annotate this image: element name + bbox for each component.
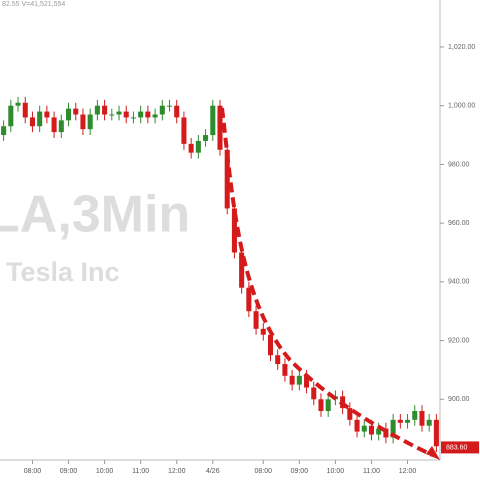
candle-body — [73, 108, 79, 115]
x-tick-label: 09:00 — [291, 468, 309, 475]
candle-body — [87, 114, 93, 130]
last-price-label: 883.60 — [446, 444, 468, 451]
candle-body — [275, 355, 281, 365]
candle-body — [94, 105, 100, 115]
candle-body — [426, 419, 432, 426]
candle-body — [347, 408, 353, 420]
candle-body — [361, 425, 367, 432]
candle-body — [397, 419, 403, 423]
candle-body — [44, 111, 50, 118]
candle-body — [188, 143, 194, 153]
candle-body — [195, 140, 201, 153]
y-tick-label: 1,000.00 — [448, 103, 475, 110]
candle-body — [138, 111, 144, 118]
candle-body — [116, 111, 122, 115]
candle-body — [22, 102, 28, 118]
arrow-head — [426, 446, 440, 460]
candle-body — [289, 375, 295, 385]
candle-body — [152, 114, 158, 118]
candle-body — [419, 411, 425, 426]
candle-body — [29, 117, 35, 127]
y-tick-label: 980.00 — [448, 161, 470, 168]
candle-body — [282, 364, 288, 376]
x-tick-label: 11:00 — [132, 468, 149, 475]
candle-body — [159, 105, 165, 115]
candle-body — [304, 375, 310, 388]
candle-body — [102, 105, 108, 115]
x-tick-label: 12:00 — [168, 468, 186, 475]
candle-body — [383, 428, 389, 438]
candle-body — [217, 105, 223, 150]
y-tick-label: 900.00 — [448, 396, 470, 403]
x-tick-label: 09:00 — [60, 468, 78, 475]
candle-body — [433, 419, 439, 447]
candle-body — [296, 375, 302, 385]
x-tick-label: 11:00 — [363, 468, 380, 475]
annotation-arrow — [220, 107, 433, 457]
candle-body — [267, 334, 274, 356]
candle-body — [318, 399, 324, 412]
y-tick-label: 1,020.00 — [448, 44, 475, 51]
candle-body — [58, 120, 64, 133]
candle-body — [80, 114, 86, 130]
candle-body — [130, 117, 136, 119]
candle-body — [66, 108, 72, 121]
header: 82.55 V=41,521,554 — [2, 1, 65, 8]
y-tick-label: 920.00 — [448, 337, 470, 344]
candle-body — [37, 111, 43, 127]
candle-body — [239, 252, 245, 288]
x-tick-label: 08:00 — [255, 468, 273, 475]
candle-body — [253, 311, 259, 329]
candle-body — [145, 111, 151, 118]
candle-body — [203, 135, 209, 141]
x-tick-label: 12:00 — [399, 468, 417, 475]
candle-body — [405, 419, 411, 423]
watermark-symbol: LA,3Min — [0, 186, 190, 244]
watermark-name: Tesla Inc — [6, 257, 120, 287]
x-tick-label: 10:00 — [96, 468, 114, 475]
candle-body — [390, 419, 396, 438]
candle-body — [354, 419, 360, 432]
candle-body — [166, 105, 173, 107]
x-tick-label: 08:00 — [24, 468, 42, 475]
candle-body — [123, 111, 129, 118]
y-tick-label: 960.00 — [448, 220, 470, 227]
candle-body — [231, 208, 237, 253]
candle-body — [181, 117, 187, 144]
x-tick-label: 10:00 — [327, 468, 345, 475]
candle-body — [51, 117, 57, 133]
candle-body — [8, 105, 14, 127]
candle-body — [368, 425, 374, 435]
candle-body — [412, 411, 418, 420]
last-price-box — [441, 441, 479, 454]
candle-body — [311, 387, 317, 400]
candle-body — [109, 114, 115, 116]
y-tick-label: 940.00 — [448, 279, 470, 286]
x-tick-label: 4/26 — [206, 468, 220, 475]
candle-body — [210, 105, 216, 136]
candle-body — [15, 102, 21, 106]
candle-body — [325, 399, 331, 412]
candle-body — [224, 149, 230, 209]
candle-body — [174, 105, 180, 118]
candle-body — [376, 428, 382, 435]
candle-body — [246, 287, 252, 312]
candle-body — [1, 126, 7, 136]
candle-body — [260, 328, 266, 335]
